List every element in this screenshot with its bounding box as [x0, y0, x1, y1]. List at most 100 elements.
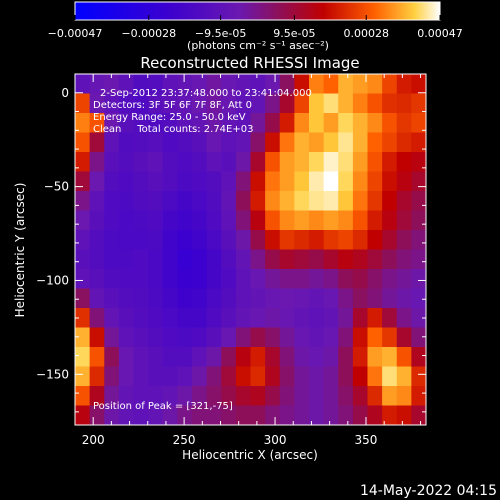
heatmap-cell	[89, 249, 105, 270]
heatmap-cell	[382, 405, 398, 425]
heatmap-cell	[309, 327, 325, 348]
heatmap-cell	[235, 386, 252, 407]
heatmap-cell	[396, 152, 412, 173]
heatmap-cell	[148, 327, 164, 348]
heatmap-cell	[309, 308, 325, 329]
heatmap-cell	[323, 288, 339, 309]
heatmap-cell	[265, 308, 281, 329]
heatmap-cell	[221, 366, 237, 387]
heatmap-cell	[133, 327, 149, 348]
heatmap-cell	[338, 113, 354, 134]
heatmap-cell	[177, 327, 193, 348]
heatmap-cell	[396, 230, 412, 251]
heatmap-cell	[294, 152, 310, 173]
heatmap-cell	[352, 269, 369, 290]
heatmap-cell	[396, 74, 412, 95]
heatmap-cell	[148, 288, 164, 309]
heatmap-cell	[265, 347, 281, 368]
heatmap-cell	[75, 308, 91, 329]
heatmap-cell	[192, 113, 208, 134]
heatmap-cell	[352, 347, 369, 368]
heatmap-cell	[192, 230, 208, 251]
annotation-clean-counts: Clean Total counts: 2.74E+03	[93, 124, 253, 135]
heatmap-cell	[352, 152, 369, 173]
heatmap-cell	[162, 366, 178, 387]
heatmap-cell	[206, 405, 222, 425]
heatmap-cell	[411, 386, 426, 407]
heatmap-cell	[104, 249, 120, 270]
heatmap-cell	[133, 152, 149, 173]
heatmap-cell	[323, 152, 339, 173]
heatmap-cell	[206, 288, 222, 309]
heatmap-cell	[411, 191, 426, 212]
heatmap-cell	[338, 93, 354, 114]
heatmap-cell	[411, 347, 426, 368]
heatmap-cell	[250, 405, 266, 425]
heatmap-cell	[352, 249, 369, 270]
heatmap-cell	[206, 347, 222, 368]
heatmap-cell	[221, 113, 237, 134]
heatmap-cell	[177, 171, 193, 192]
heatmap-cell	[338, 191, 354, 212]
x-tick-label: 300	[264, 433, 287, 447]
heatmap-cell	[352, 93, 369, 114]
heatmap-cell	[206, 327, 222, 348]
heatmap-cell	[396, 308, 412, 329]
heatmap-cell	[323, 230, 339, 251]
heatmap-cell	[235, 249, 252, 270]
heatmap-cell	[133, 366, 149, 387]
heatmap-cell	[89, 308, 105, 329]
heatmap-cell	[162, 171, 178, 192]
heatmap-cell	[338, 132, 354, 153]
heatmap-cell	[221, 249, 237, 270]
heatmap-cell	[323, 366, 339, 387]
heatmap-cell	[323, 210, 339, 231]
heatmap-cell	[206, 308, 222, 329]
heatmap-cell	[133, 210, 149, 231]
heatmap-cell	[75, 191, 91, 212]
heatmap-cell	[265, 386, 281, 407]
heatmap-cell	[192, 210, 208, 231]
heatmap-cell	[192, 405, 208, 425]
heatmap-cell	[294, 386, 310, 407]
heatmap-cell	[89, 171, 105, 192]
heatmap-cell	[265, 366, 281, 387]
heatmap-cell	[279, 405, 295, 425]
heatmap-cell	[177, 230, 193, 251]
heatmap-cell	[309, 269, 325, 290]
heatmap-cell	[118, 327, 135, 348]
heatmap-cell	[162, 249, 178, 270]
colorbar-tick-label: 0.00047	[417, 27, 463, 40]
colorbar	[74, 1, 441, 21]
heatmap-cell	[75, 171, 91, 192]
annotation-energy-range: Energy Range: 25.0 - 50.0 keV	[93, 112, 246, 123]
heatmap-cell	[309, 386, 325, 407]
heatmap-cell	[221, 74, 237, 95]
heatmap-cell	[148, 366, 164, 387]
heatmap-cell	[235, 327, 252, 348]
heatmap-cell	[221, 171, 237, 192]
heatmap-cell	[162, 132, 178, 153]
heatmap-cell	[75, 152, 91, 173]
heatmap-cell	[192, 93, 208, 114]
heatmap-cell	[221, 132, 237, 153]
heatmap-cell	[338, 269, 354, 290]
heatmap-cell	[396, 191, 412, 212]
heatmap-cell	[352, 366, 369, 387]
heatmap-cell	[104, 347, 120, 368]
heatmap-cell	[338, 230, 354, 251]
heatmap-cell	[133, 113, 149, 134]
heatmap-cell	[338, 308, 354, 329]
heatmap-cell	[75, 386, 91, 407]
heatmap-cell	[162, 327, 178, 348]
heatmap-cell	[309, 171, 325, 192]
colorbar-tick-label: −0.00028	[121, 27, 176, 40]
heatmap-cell	[221, 308, 237, 329]
heatmap-cell	[206, 230, 222, 251]
annotation-peak-position: Position of Peak = [321,-75]	[93, 401, 233, 412]
heatmap-cell	[177, 366, 193, 387]
heatmap-cell	[221, 386, 237, 407]
heatmap-cell	[323, 347, 339, 368]
heatmap-cell	[352, 230, 369, 251]
